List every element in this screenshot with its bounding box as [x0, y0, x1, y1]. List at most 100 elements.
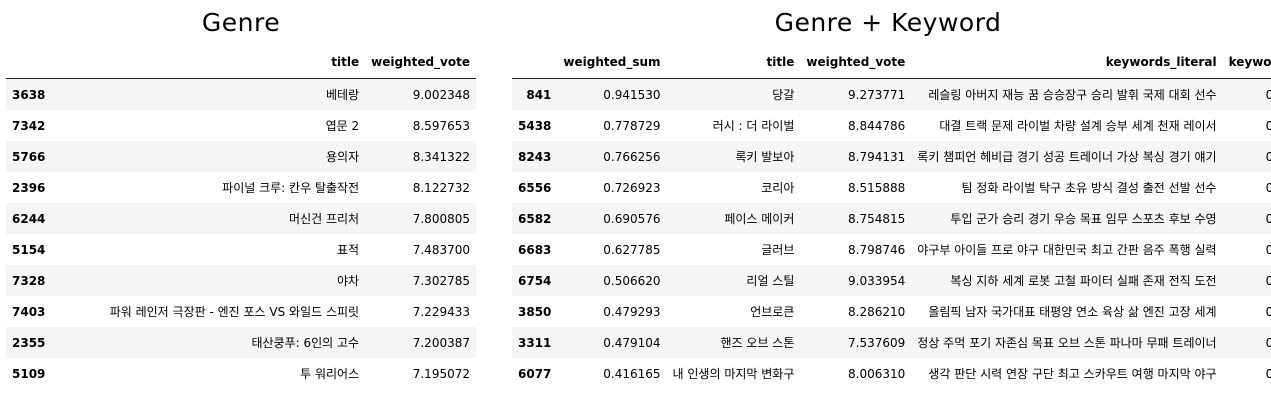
index-cell: 5438 [512, 110, 558, 141]
weighted-sum-cell: 0.479293 [557, 296, 667, 327]
keywords-literal-cell: 레슬링 아버지 재능 꿈 승승장구 승리 발휘 국제 대회 선수 [911, 78, 1223, 110]
title-cell: 내 인생의 마지막 변화구 [666, 358, 801, 389]
index-cell: 841 [512, 78, 558, 110]
index-header [6, 46, 66, 79]
index-cell: 6077 [512, 358, 558, 389]
table-row: 6244 머신건 프리처 7.800805 [6, 203, 476, 234]
title-cell: 파워 레인저 극장판 - 엔진 포스 VS 와일드 스피릿 [66, 296, 366, 327]
genre-keyword-panel: Genre + Keyword weighted_sum title weigh… [512, 0, 1271, 389]
weighted-sum-header: weighted_sum [557, 46, 667, 79]
header-row: weighted_sum title weighted_vote keyword… [512, 46, 1271, 79]
weighted-vote-cell: 7.229433 [365, 296, 476, 327]
keywords-sim-cell: 0.829397 [1222, 78, 1271, 110]
weighted-vote-header: weighted_vote [365, 46, 476, 79]
index-cell: 3850 [512, 296, 558, 327]
keywords-literal-cell: 올림픽 남자 국가대표 태평양 연소 육상 삶 엔진 고장 세계 [911, 296, 1223, 327]
weighted-sum-cell: 0.726923 [557, 172, 667, 203]
title-cell: 야차 [66, 265, 366, 296]
weighted-vote-cell: 7.302785 [365, 265, 476, 296]
title-cell: 베테랑 [66, 78, 366, 110]
keywords-sim-cell: 0.818463 [1222, 141, 1271, 172]
title-cell: 표적 [66, 234, 366, 265]
weighted-vote-cell: 8.341322 [365, 141, 476, 172]
table-row: 841 0.941530 당갈 9.273771 레슬링 아버지 재능 꿈 승승장구 승… [512, 78, 1271, 110]
weighted-sum-cell: 0.479104 [557, 327, 667, 358]
keywords-sim-cell: 0.781145 [1222, 296, 1271, 327]
keywords-literal-header: keywords_literal [911, 46, 1223, 79]
weighted-vote-cell: 8.122732 [365, 172, 476, 203]
weighted-sum-cell: 0.941530 [557, 78, 667, 110]
index-cell: 7403 [6, 296, 66, 327]
title-cell: 머신건 프리처 [66, 203, 366, 234]
table-row: 2396 파이널 크루: 칸우 탈출작전 8.122732 [6, 172, 476, 203]
index-cell: 6244 [6, 203, 66, 234]
title-cell: 러시 : 더 라이벌 [666, 110, 801, 141]
weighted-sum-cell: 0.627785 [557, 234, 667, 265]
keywords-literal-cell: 투입 군가 승리 경기 우승 목표 임무 스포츠 후보 수영 [911, 203, 1223, 234]
index-cell: 6556 [512, 172, 558, 203]
title-cell: 핸즈 오브 스톤 [666, 327, 801, 358]
index-header [512, 46, 558, 79]
table-row: 6683 0.627785 글러브 8.798746 야구부 아이들 프로 야구 대한민… [512, 234, 1271, 265]
weighted-sum-cell: 0.766256 [557, 141, 667, 172]
weighted-sum-cell: 0.506620 [557, 265, 667, 296]
title-cell: 언브로큰 [666, 296, 801, 327]
weighted-sum-cell: 0.690576 [557, 203, 667, 234]
keywords-literal-cell: 정상 주먹 포기 자존심 목표 오브 스톤 파나마 무패 트레이너 [911, 327, 1223, 358]
keywords-sim-cell: 0.801996 [1222, 203, 1271, 234]
keywords-literal-cell: 록키 챔피언 헤비급 경기 성공 트레이너 가상 복싱 경기 얘기 [911, 141, 1223, 172]
table-row: 5766 용의자 8.341322 [6, 141, 476, 172]
index-cell: 7328 [6, 265, 66, 296]
keywords-sim-cell: 0.818084 [1222, 110, 1271, 141]
keywords-literal-cell: 대결 트랙 문제 라이벌 차량 설계 승부 세계 천재 레이서 [911, 110, 1223, 141]
panel-heading: Genre [201, 8, 281, 37]
title-header: title [66, 46, 366, 79]
panel-heading: Genre + Keyword [774, 8, 1002, 37]
index-cell: 3311 [512, 327, 558, 358]
weighted-sum-cell: 0.416165 [557, 358, 667, 389]
table-row: 5109 투 워리어스 7.195072 [6, 358, 476, 389]
weighted-vote-cell: 8.844786 [800, 110, 912, 141]
header-row: title weighted_vote [6, 46, 476, 79]
table-row: 6754 0.506620 리얼 스틸 9.033954 복싱 지하 세계 로봇 고철 … [512, 265, 1271, 296]
genre-panel: Genre title weighted_vote 3638 베테랑 9.00234… [6, 0, 476, 389]
genre-keyword-table: weighted_sum title weighted_vote keyword… [512, 46, 1271, 389]
weighted-vote-cell: 7.800805 [365, 203, 476, 234]
table-row: 7403 파워 레인저 극장판 - 엔진 포스 VS 와일드 스피릿 7.22943… [6, 296, 476, 327]
title-cell: 당갈 [666, 78, 801, 110]
index-cell: 3638 [6, 78, 66, 110]
index-cell: 6582 [512, 203, 558, 234]
index-cell: 8243 [512, 141, 558, 172]
title-cell: 엽문 2 [66, 110, 366, 141]
table-row: 2355 태산쿵푸: 6인의 고수 7.200387 [6, 327, 476, 358]
table-row: 8243 0.766256 록키 발보아 8.794131 록키 챔피언 헤비급 경기 … [512, 141, 1271, 172]
weighted-vote-cell: 7.537609 [800, 327, 912, 358]
table-row: 6582 0.690576 페이스 메이커 8.754815 투입 군가 승리 경기 우… [512, 203, 1271, 234]
table-row: 3850 0.479293 언브로큰 8.286210 올림픽 남자 국가대표 태평양 … [512, 296, 1271, 327]
keywords-literal-cell: 복싱 지하 세계 로봇 고철 파이터 실패 존재 전직 도전 [911, 265, 1223, 296]
title-cell: 코리아 [666, 172, 801, 203]
title-cell: 페이스 메이커 [666, 203, 801, 234]
weighted-vote-cell: 8.006310 [800, 358, 912, 389]
keywords-sim-cell: 0.833505 [1222, 327, 1271, 358]
keywords-sim-cell: 0.827953 [1222, 172, 1271, 203]
weighted-sum-cell: 0.778729 [557, 110, 667, 141]
genre-table: title weighted_vote 3638 베테랑 9.002348 7342 엽… [6, 46, 476, 389]
index-cell: 2396 [6, 172, 66, 203]
keywords-sim-cell: 0.782974 [1222, 234, 1271, 265]
weighted-vote-cell: 9.002348 [365, 78, 476, 110]
table-row: 5438 0.778729 러시 : 더 라이벌 8.844786 대결 트랙 문제 라… [512, 110, 1271, 141]
title-cell: 투 워리어스 [66, 358, 366, 389]
table-row: 6077 0.416165 내 인생의 마지막 변화구 8.006310 생각 판단 시… [512, 358, 1271, 389]
title-header: title [666, 46, 801, 79]
weighted-vote-cell: 8.515888 [800, 172, 912, 203]
keywords-literal-cell: 팀 정화 라이벌 탁구 초유 방식 결성 출전 선발 선수 [911, 172, 1223, 203]
weighted-vote-cell: 7.483700 [365, 234, 476, 265]
index-cell: 5109 [6, 358, 66, 389]
keywords-literal-cell: 야구부 아이들 프로 야구 대한민국 최고 간판 음주 폭행 실력 [911, 234, 1223, 265]
index-cell: 2355 [6, 327, 66, 358]
table-row: 7342 엽문 2 8.597653 [6, 110, 476, 141]
title-cell: 태산쿵푸: 6인의 고수 [66, 327, 366, 358]
weighted-vote-cell: 7.200387 [365, 327, 476, 358]
weighted-vote-cell: 8.754815 [800, 203, 912, 234]
